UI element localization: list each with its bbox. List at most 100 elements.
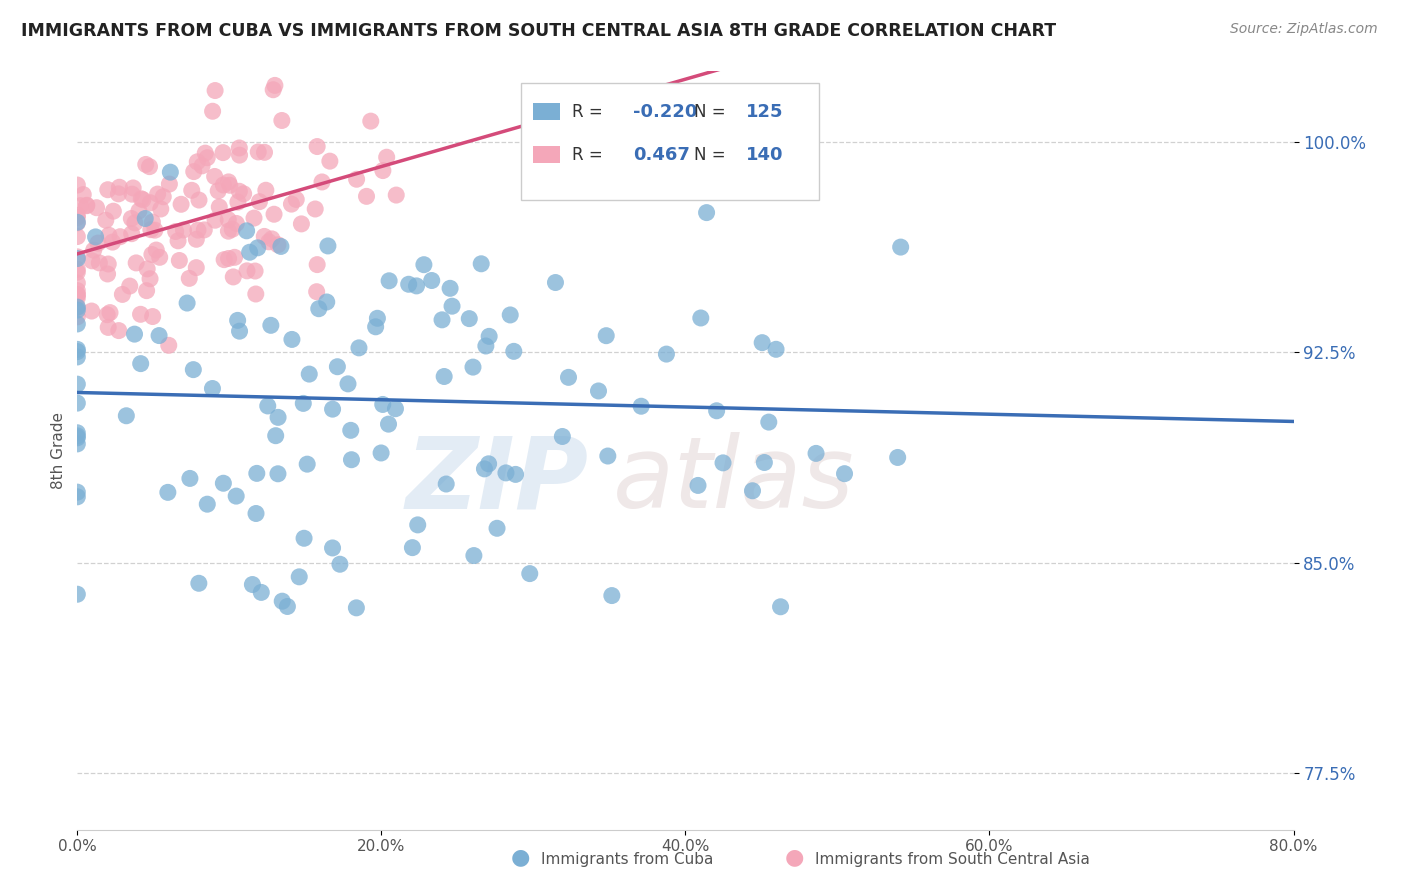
Point xyxy=(69,199,91,213)
Point xyxy=(356,189,378,203)
Point xyxy=(66,284,89,298)
Point xyxy=(370,446,392,460)
Point xyxy=(218,178,240,193)
Point xyxy=(551,429,574,443)
Point xyxy=(322,402,344,417)
Point xyxy=(398,277,420,292)
Point xyxy=(247,145,270,159)
Point xyxy=(689,310,711,325)
Point xyxy=(204,213,226,227)
Point xyxy=(135,284,157,298)
Point xyxy=(225,216,247,230)
Point xyxy=(430,313,453,327)
Point xyxy=(470,257,492,271)
Text: Immigrants from Cuba: Immigrants from Cuba xyxy=(541,852,714,867)
Point xyxy=(295,457,318,471)
Point xyxy=(326,359,349,374)
Point xyxy=(148,328,170,343)
Point xyxy=(222,269,245,284)
Point xyxy=(655,347,678,361)
Text: Source: ZipAtlas.com: Source: ZipAtlas.com xyxy=(1230,22,1378,37)
Point xyxy=(66,317,89,331)
Point xyxy=(66,437,89,451)
Point xyxy=(129,192,152,206)
Point xyxy=(66,262,89,277)
Point xyxy=(187,223,209,237)
Point xyxy=(66,490,89,504)
Point xyxy=(630,399,652,413)
Point xyxy=(66,300,89,314)
Point xyxy=(167,234,190,248)
Point xyxy=(226,313,249,327)
Point xyxy=(83,243,105,257)
Point xyxy=(270,113,292,128)
Text: N =: N = xyxy=(695,103,731,120)
Point xyxy=(66,288,89,302)
Point xyxy=(97,228,120,243)
Point xyxy=(243,211,266,225)
Point xyxy=(149,202,172,216)
Text: -0.220: -0.220 xyxy=(633,103,697,120)
Point xyxy=(66,291,89,305)
Point xyxy=(66,287,89,301)
Point xyxy=(141,215,163,229)
Point xyxy=(765,343,787,357)
Point xyxy=(360,114,382,128)
Point xyxy=(96,308,118,322)
Point xyxy=(152,190,174,204)
Point xyxy=(212,252,235,267)
Point xyxy=(267,237,290,252)
Point xyxy=(193,223,215,237)
Point xyxy=(183,164,205,178)
Point xyxy=(346,172,368,186)
Point xyxy=(276,599,298,614)
Point xyxy=(263,207,285,221)
Point xyxy=(191,159,214,173)
Point xyxy=(319,154,342,169)
Point xyxy=(711,456,734,470)
Point xyxy=(201,104,224,119)
Point xyxy=(66,265,89,279)
Point xyxy=(188,193,211,207)
Point xyxy=(311,175,333,189)
Point xyxy=(97,320,120,334)
Point xyxy=(366,311,388,326)
Point xyxy=(458,311,481,326)
Point xyxy=(769,599,792,614)
Point xyxy=(292,531,315,545)
Point xyxy=(588,384,610,398)
Point xyxy=(804,446,827,460)
Point xyxy=(157,177,180,191)
Point xyxy=(120,211,142,226)
Point xyxy=(384,401,406,416)
Point xyxy=(242,577,264,591)
Point xyxy=(347,341,370,355)
Point xyxy=(165,225,187,239)
Text: ●: ● xyxy=(785,847,804,867)
Point xyxy=(143,223,166,237)
Point xyxy=(890,240,912,254)
Point xyxy=(461,360,484,375)
Point xyxy=(232,186,254,201)
Point xyxy=(228,184,250,198)
Point xyxy=(235,224,257,238)
Point xyxy=(89,256,111,270)
Point xyxy=(76,198,98,212)
Point xyxy=(478,457,501,471)
Point xyxy=(66,216,89,230)
Point xyxy=(475,339,498,353)
Point xyxy=(66,215,89,229)
Point xyxy=(264,428,287,442)
Point xyxy=(706,404,728,418)
Point xyxy=(439,281,461,295)
Point xyxy=(253,229,276,244)
Point xyxy=(66,229,89,244)
Point xyxy=(253,145,276,160)
Point xyxy=(281,333,304,347)
Point xyxy=(66,211,89,225)
Point xyxy=(243,264,266,278)
Point xyxy=(66,303,89,318)
Point xyxy=(224,250,246,264)
Point xyxy=(121,227,143,241)
Point xyxy=(600,589,623,603)
